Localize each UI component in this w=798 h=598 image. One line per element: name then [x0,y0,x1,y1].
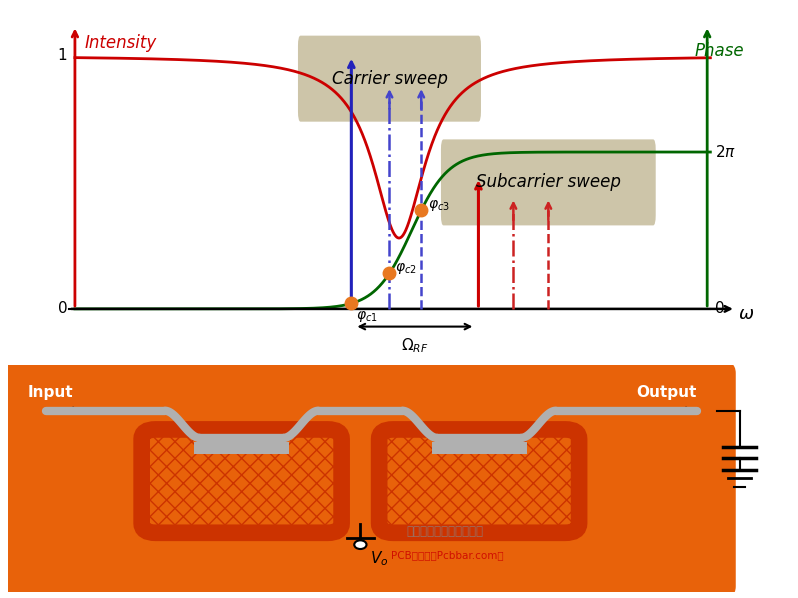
Text: $\varphi_{c1}$: $\varphi_{c1}$ [357,309,378,324]
Bar [194,442,289,454]
Text: 1: 1 [57,48,67,63]
Text: $V_o$: $V_o$ [369,549,388,568]
FancyBboxPatch shape [441,139,656,225]
Text: PCB联盟网（Pcbbar.com）: PCB联盟网（Pcbbar.com） [391,551,504,560]
Text: Subcarrier sweep: Subcarrier sweep [476,173,621,191]
Text: 0: 0 [716,301,725,316]
Text: 公众号：递遥设计自动化: 公众号：递遥设计自动化 [406,525,484,538]
Text: $\Omega_{RF}$: $\Omega_{RF}$ [401,337,429,355]
Text: Intensity: Intensity [85,34,156,52]
Text: $\varphi_{c3}$: $\varphi_{c3}$ [428,198,449,213]
FancyBboxPatch shape [379,429,579,533]
Bar [432,442,527,454]
Text: $\varphi_{c2}$: $\varphi_{c2}$ [394,261,417,276]
Circle shape [354,541,366,549]
Text: Carrier sweep: Carrier sweep [331,69,448,88]
Text: 0: 0 [57,301,67,316]
Text: Phase: Phase [694,42,744,60]
Text: Output: Output [636,385,697,400]
Text: ω: ω [739,305,754,323]
Text: Input: Input [27,385,73,400]
Text: $2\pi$: $2\pi$ [716,144,737,160]
FancyBboxPatch shape [0,359,736,598]
FancyBboxPatch shape [142,429,342,533]
FancyBboxPatch shape [298,36,481,121]
